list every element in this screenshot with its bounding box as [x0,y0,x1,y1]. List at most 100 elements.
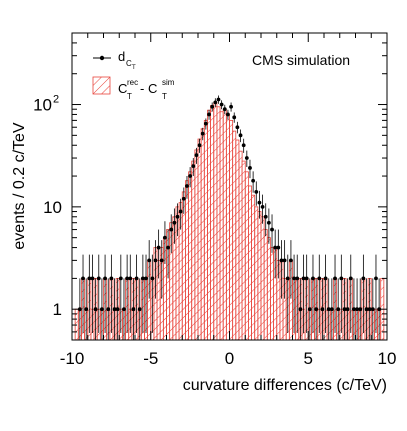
data-point [150,254,155,333]
legend-label-hist-mid: - C [140,81,157,96]
data-point [175,203,180,237]
data-point [144,254,148,333]
data-point [118,254,123,333]
data-point [285,254,290,333]
hist-bin [191,160,196,340]
data-point [128,254,133,333]
x-axis-label: curvature differences (c/TeV) [183,377,387,394]
data-point [238,129,243,143]
hist-bin [270,247,275,340]
hist-bin [247,185,252,340]
data-point [298,278,303,340]
data-point [200,127,205,141]
data-point [241,138,246,153]
data-point [311,254,315,333]
data-point [251,171,256,193]
data-point [320,278,325,340]
x-tick-label: -5 [143,349,158,368]
data-point [358,278,363,340]
data-point [106,278,111,340]
data-point [314,278,319,340]
hist-bin [197,138,202,340]
y-tick-label: 10 [33,96,52,115]
data-point [276,229,281,279]
data-point [304,254,309,333]
data-point [244,150,249,167]
data-point [254,181,259,206]
data-point [342,278,347,340]
data-point [235,121,240,134]
data-point [361,254,366,333]
data-point [301,254,306,333]
data-point [329,278,334,340]
data-point [374,254,378,333]
y-tick-label-exponent: 2 [53,94,59,106]
data-point [137,278,142,340]
data-point [115,278,120,340]
x-tick-label: -10 [60,349,85,368]
data-point [194,147,199,164]
hist-bin [194,149,199,340]
data-point [352,278,356,340]
hist-bin [241,160,246,340]
data-point [226,109,230,120]
hist-bin [244,171,249,340]
data-point [207,109,211,120]
data-point [112,278,117,340]
hist-bin [203,119,208,340]
data-point [125,254,130,333]
data-point [270,214,274,253]
legend-label-points-sub: C [126,59,132,68]
data-point [333,254,337,333]
y-tick-label: 1 [53,300,62,319]
hist-bin [213,101,218,340]
data-point [159,240,164,299]
data-point [289,240,293,299]
x-tick-label: 10 [378,349,397,368]
cms-simulation-label: CMS simulation [252,52,350,68]
data-point [156,229,161,279]
hist-bin [263,229,268,340]
data-point [348,254,353,333]
data-point [263,203,268,237]
data-point [87,254,92,333]
data-point [96,254,101,333]
data-point [100,278,104,340]
data-point [279,240,284,299]
hist-bin [251,194,256,340]
hist-bin [184,180,189,340]
hist-bin [254,206,259,340]
hist-bin [210,105,215,340]
data-point [84,278,89,340]
data-point [326,278,331,340]
data-point [282,240,287,299]
hist-bin [238,150,243,340]
data-point [140,254,145,333]
hist-bin [207,109,211,340]
data-point [257,190,262,219]
data-point [122,278,126,340]
hist-bin [229,119,234,340]
data-point [367,278,372,340]
data-point [229,102,233,112]
axis-ticks [71,32,388,340]
hist-bin [260,216,265,340]
y-tick-label: 10 [43,198,62,217]
hist-bin [235,139,240,340]
data-point [169,214,174,253]
data-point [103,254,107,333]
data-point [323,254,328,333]
data-point [266,208,271,244]
data-point [355,278,359,340]
legend-label-hist-sub2: T [162,92,167,101]
y-axis-label: events / 0.2 c/TeV [11,122,28,250]
data-point [131,278,136,340]
data-point [292,254,296,333]
data-point [90,254,95,333]
hist-bin [232,130,237,340]
data-point [370,278,375,340]
